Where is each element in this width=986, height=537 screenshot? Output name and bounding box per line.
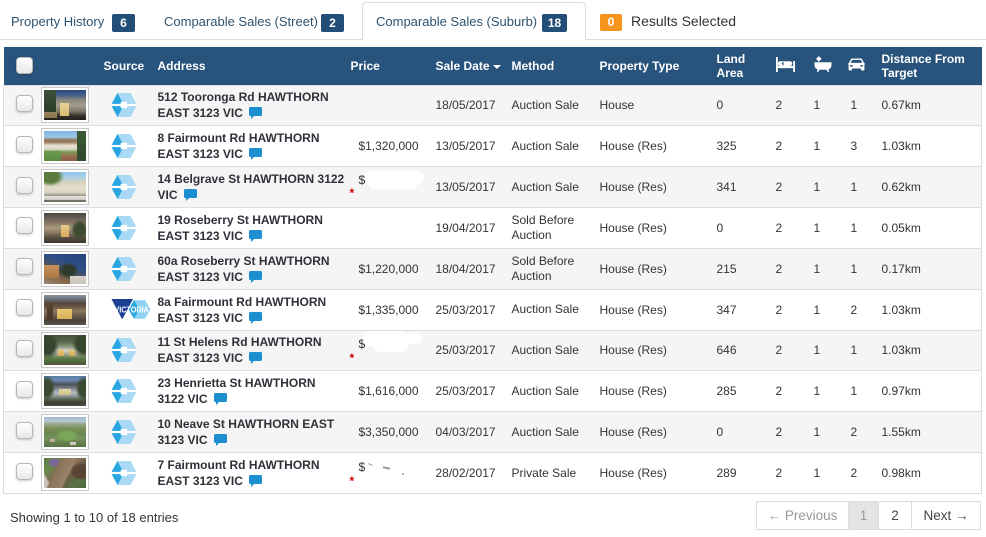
svg-text:VICTORIA: VICTORIA [114, 306, 149, 315]
